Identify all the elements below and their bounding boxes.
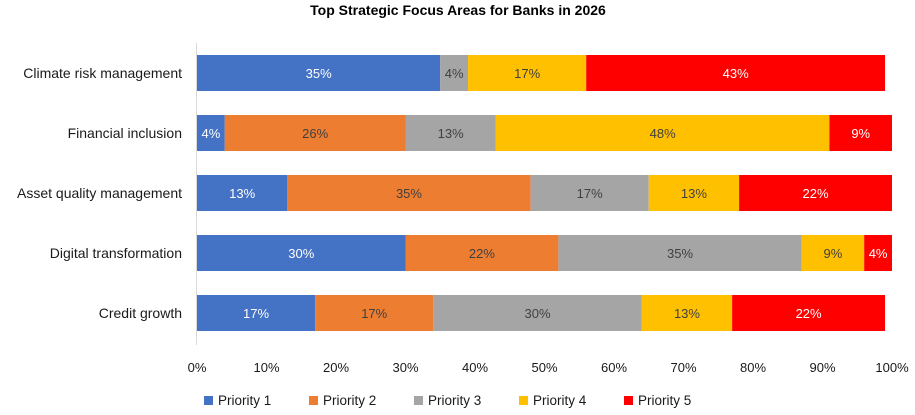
bar-segment-priority-4 bbox=[495, 115, 830, 151]
data-label: 13% bbox=[674, 306, 700, 321]
legend-label: Priority 1 bbox=[218, 393, 271, 408]
x-tick-label: 10% bbox=[253, 360, 279, 375]
bar-segment-priority-3 bbox=[440, 55, 469, 91]
x-tick-label: 40% bbox=[462, 360, 488, 375]
data-label: 13% bbox=[229, 186, 255, 201]
data-label: 35% bbox=[667, 246, 693, 261]
x-tick-label: 50% bbox=[531, 360, 557, 375]
bar-segment-priority-3 bbox=[433, 295, 642, 331]
bar-segment-priority-5 bbox=[829, 115, 892, 151]
x-tick-label: 0% bbox=[188, 360, 207, 375]
chart-title: Top Strategic Focus Areas for Banks in 2… bbox=[310, 2, 606, 18]
bar-segment-priority-4 bbox=[468, 55, 587, 91]
bar-segment-priority-1 bbox=[197, 55, 441, 91]
data-label: 26% bbox=[302, 126, 328, 141]
legend-swatch-priority-1 bbox=[204, 396, 213, 405]
data-label: 4% bbox=[202, 126, 221, 141]
data-label: 13% bbox=[438, 126, 464, 141]
legend: Priority 1 Priority 2 Priority 3 Priority 4… bbox=[204, 393, 691, 408]
data-label: 35% bbox=[396, 186, 422, 201]
bar-segment-priority-3 bbox=[405, 115, 496, 151]
bar-segment-priority-4 bbox=[641, 295, 733, 331]
bar-segment-priority-2 bbox=[287, 175, 531, 211]
x-tick-label: 60% bbox=[601, 360, 627, 375]
category-label: Asset quality management bbox=[17, 185, 182, 201]
legend-label: Priority 5 bbox=[638, 393, 691, 408]
bar-segment-priority-1 bbox=[197, 175, 288, 211]
bar-segment-priority-1 bbox=[197, 115, 225, 151]
legend-swatch-priority-3 bbox=[414, 396, 423, 405]
data-label: 17% bbox=[514, 66, 540, 81]
data-label: 48% bbox=[650, 126, 676, 141]
category-label: Digital transformation bbox=[50, 245, 182, 261]
x-tick-label: 30% bbox=[392, 360, 418, 375]
category-labels: Climate risk management Financial inclusi… bbox=[17, 65, 182, 321]
data-label: 13% bbox=[681, 186, 707, 201]
x-tick-label: 20% bbox=[323, 360, 349, 375]
category-label: Financial inclusion bbox=[68, 125, 182, 141]
legend-swatch-priority-2 bbox=[309, 396, 318, 405]
legend-swatch-priority-4 bbox=[519, 396, 528, 405]
data-label: 30% bbox=[288, 246, 314, 261]
bar-segment-priority-2 bbox=[224, 115, 406, 151]
data-label: 35% bbox=[306, 66, 332, 81]
data-label: 22% bbox=[803, 186, 829, 201]
legend-label: Priority 4 bbox=[533, 393, 587, 408]
data-label: 17% bbox=[361, 306, 387, 321]
bar-segment-priority-4 bbox=[648, 175, 740, 211]
data-label: 9% bbox=[824, 246, 843, 261]
category-label: Credit growth bbox=[99, 305, 182, 321]
bar-segment-priority-2 bbox=[315, 295, 434, 331]
legend-swatch-priority-5 bbox=[624, 396, 633, 405]
x-tick-label: 90% bbox=[809, 360, 835, 375]
bar-segment-priority-1 bbox=[197, 295, 316, 331]
bar-segments bbox=[197, 55, 892, 331]
bar-segment-priority-5 bbox=[586, 55, 886, 91]
x-tick-label: 70% bbox=[670, 360, 696, 375]
data-label: 17% bbox=[243, 306, 269, 321]
x-tick-label: 100% bbox=[875, 360, 909, 375]
data-label: 43% bbox=[723, 66, 749, 81]
data-label: 9% bbox=[851, 126, 870, 141]
bar-segment-priority-4 bbox=[801, 235, 865, 271]
data-label: 4% bbox=[869, 246, 888, 261]
bar-segment-priority-5 bbox=[739, 175, 892, 211]
bar-segment-priority-5 bbox=[732, 295, 886, 331]
bar-segment-priority-2 bbox=[405, 235, 559, 271]
x-tick-label: 80% bbox=[740, 360, 766, 375]
data-label: 17% bbox=[577, 186, 603, 201]
bar-segment-priority-5 bbox=[864, 235, 892, 271]
data-label: 22% bbox=[796, 306, 822, 321]
data-labels: 35% 4% 17% 43% 4% 26% 13% 48% 9% 13% 35% 17% 13% 22% 3… bbox=[202, 66, 888, 321]
legend-label: Priority 2 bbox=[323, 393, 376, 408]
legend-label: Priority 3 bbox=[428, 393, 481, 408]
category-label: Climate risk management bbox=[23, 65, 182, 81]
data-label: 4% bbox=[445, 66, 464, 81]
data-label: 30% bbox=[525, 306, 551, 321]
bar-segment-priority-3 bbox=[530, 175, 649, 211]
x-axis-ticks: 0% 10% 20% 30% 40% 50% 60% 70% 80% 90% 100% bbox=[188, 360, 909, 375]
bar-segment-priority-3 bbox=[558, 235, 802, 271]
data-label: 22% bbox=[469, 246, 495, 261]
bar-segment-priority-1 bbox=[197, 235, 406, 271]
